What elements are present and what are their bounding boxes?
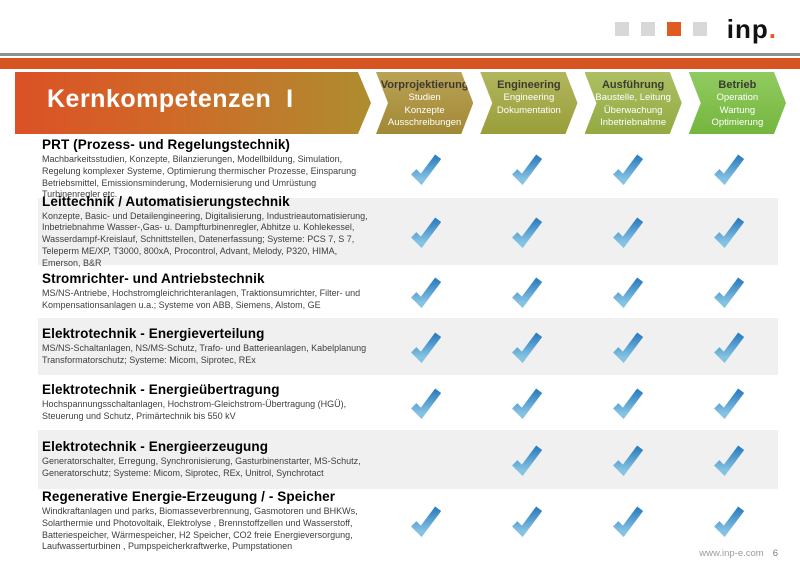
phase-subline: Konzepte [404, 104, 445, 116]
website-link[interactable]: www.inp-e.com [699, 548, 764, 559]
checkmark-icon [612, 277, 643, 308]
table-row: Elektrotechnik - Energieerzeugung Genera… [0, 430, 800, 489]
checkmark-icon [713, 506, 744, 537]
phase-subline: Dokumentation [496, 104, 561, 116]
divider-orange [0, 58, 800, 69]
row-title: Leittechnik / Automatisierungstechnik [42, 193, 290, 209]
phase-headers: Vorprojektierung Studien Konzepte Aussch… [376, 72, 786, 134]
row-title: Elektrotechnik - Energieerzeugung [42, 439, 269, 455]
row-description: Machbarkeitsstudien, Konzepte, Bilanzier… [42, 154, 357, 200]
table-row: Elektrotechnik - Energieübertragung Hoch… [0, 375, 800, 430]
checkmark-icon [511, 217, 542, 248]
phase-subline: Baustelle, Leitung [595, 92, 671, 103]
checkmark-icon [612, 506, 643, 537]
phase-subline: Wartung [719, 104, 756, 116]
phase-header-engineering: Engineering Engineering Dokumentation [480, 72, 577, 134]
logo-wordmark: inp. [726, 14, 777, 44]
phase-subline: Optimierung [711, 117, 764, 129]
phase-header-ausfuehrung: Ausführung Baustelle, Leitung Überwachun… [585, 72, 682, 134]
page-title: Kernkompetenzen I [15, 72, 371, 134]
checkmark-icon [511, 154, 542, 185]
checkmark-icon [612, 217, 643, 248]
row-description: Konzepte, Basic- und Detailengineering, … [42, 210, 368, 268]
phase-header-vorprojektierung: Vorprojektierung Studien Konzepte Aussch… [376, 72, 473, 134]
row-title: Elektrotechnik - Energieübertragung [42, 382, 280, 398]
checkmark-icon [713, 388, 744, 419]
logo-square-icon [614, 22, 629, 36]
header-band: Kernkompetenzen I Vorprojektierung Studi… [15, 72, 786, 134]
phase-title: Ausführung [601, 79, 665, 91]
phase-subline: Inbetriebnahme [600, 117, 667, 129]
table-row: PRT (Prozess- und Regelungstechnik) Mach… [0, 137, 800, 200]
company-logo: inp. [614, 14, 777, 44]
checkmark-icon [410, 332, 441, 363]
row-description: MS/NS-Schaltanlagen, NS/MS-Schutz, Trafo… [42, 343, 367, 365]
phase-subline: Überwachung [603, 104, 663, 116]
logo-square-orange-icon [666, 22, 681, 36]
checkmark-icon [410, 277, 441, 308]
row-description: Generatorschalter, Erregung, Synchronisi… [42, 456, 361, 478]
row-title: PRT (Prozess- und Regelungstechnik) [42, 137, 291, 153]
row-title: Regenerative Energie-Erzeugung / - Speic… [42, 489, 336, 505]
checkmark-icon [612, 154, 643, 185]
checkmark-icon [713, 332, 744, 363]
phase-subline: Engineering [503, 92, 555, 103]
checkmark-icon [713, 277, 744, 308]
checkmark-icon [410, 388, 441, 419]
checkmark-icon [511, 332, 542, 363]
checkmark-icon [410, 154, 441, 185]
checkmark-icon [713, 217, 744, 248]
phase-header-betrieb: Betrieb Operation Wartung Optimierung [689, 72, 786, 134]
checkmark-icon [612, 332, 643, 363]
phase-subline: Studien [408, 92, 441, 103]
competency-table: PRT (Prozess- und Regelungstechnik) Mach… [0, 137, 800, 553]
page-number: 6 [772, 548, 778, 559]
divider-gray [0, 53, 800, 56]
table-row: Leittechnik / Automatisierungstechnik Ko… [0, 194, 800, 268]
row-description: Hochspannungsschaltanlagen, Hochstrom-Gl… [42, 399, 347, 421]
checkmark-icon [713, 445, 744, 476]
table-row: Regenerative Energie-Erzeugung / - Speic… [0, 489, 800, 553]
table-row: Stromrichter- und Antriebstechnik MS/NS-… [0, 265, 800, 318]
logo-square-icon [692, 22, 707, 36]
checkmark-icon [713, 154, 744, 185]
checkmark-icon [612, 388, 643, 419]
row-title: Elektrotechnik - Energieverteilung [42, 326, 265, 342]
checkmark-icon [511, 506, 542, 537]
phase-title: Betrieb [718, 79, 757, 91]
slide-footer: www.inp-e.com 6 [699, 548, 778, 559]
row-title: Stromrichter- und Antriebstechnik [42, 271, 265, 287]
phase-title: Vorprojektierung [380, 79, 469, 91]
phase-title: Engineering [497, 79, 561, 91]
phase-subline: Ausschreibungen [387, 117, 462, 129]
checkmark-icon [612, 445, 643, 476]
row-description: Windkraftanlagen und parks, Biomasseverb… [42, 506, 358, 552]
table-row: Elektrotechnik - Energieverteilung MS/NS… [0, 318, 800, 375]
checkmark-icon [410, 506, 441, 537]
checkmark-icon [410, 217, 441, 248]
checkmark-icon [511, 388, 542, 419]
row-description: MS/NS-Antriebe, Hochstromgleichrichteran… [42, 288, 361, 310]
checkmark-icon [511, 277, 542, 308]
phase-subline: Operation [716, 92, 759, 103]
checkmark-icon [511, 445, 542, 476]
logo-square-icon [640, 22, 655, 36]
